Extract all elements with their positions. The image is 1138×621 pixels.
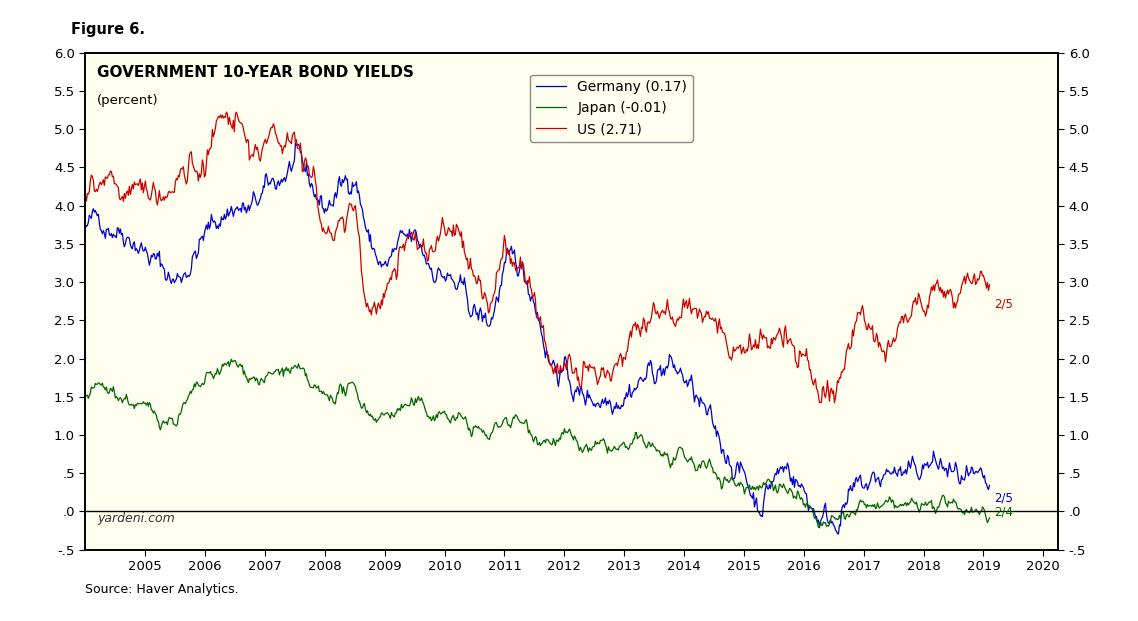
Germany (0.17)	[289, 140, 303, 147]
Japan (-0.01)	[224, 356, 238, 363]
Line: Japan (-0.01): Japan (-0.01)	[85, 360, 989, 527]
US (2.71)	[781, 340, 794, 348]
Germany (0.17)	[436, 273, 450, 280]
US (2.71)	[827, 399, 841, 407]
Legend: Germany (0.17), Japan (-0.01), US (2.71): Germany (0.17), Japan (-0.01), US (2.71)	[530, 75, 693, 142]
Text: 2/5: 2/5	[993, 492, 1013, 505]
Line: Germany (0.17): Germany (0.17)	[85, 143, 989, 534]
Japan (-0.01)	[939, 499, 953, 507]
US (2.71)	[79, 191, 92, 198]
Japan (-0.01)	[781, 489, 794, 497]
Line: US (2.71): US (2.71)	[85, 112, 989, 403]
Germany (0.17)	[574, 384, 587, 392]
Text: yardeni.com: yardeni.com	[97, 512, 175, 525]
Text: Figure 6.: Figure 6.	[71, 22, 145, 37]
Text: 2/4: 2/4	[993, 505, 1013, 519]
Germany (0.17)	[939, 465, 953, 472]
US (2.71)	[632, 323, 645, 330]
Germany (0.17)	[435, 273, 448, 280]
Text: (percent): (percent)	[97, 94, 158, 107]
Japan (-0.01)	[982, 514, 996, 522]
US (2.71)	[939, 294, 953, 302]
US (2.71)	[574, 384, 587, 392]
Germany (0.17)	[832, 530, 846, 538]
Germany (0.17)	[79, 225, 92, 232]
US (2.71)	[982, 281, 996, 289]
US (2.71)	[220, 108, 233, 116]
Japan (-0.01)	[574, 443, 587, 451]
Text: GOVERNMENT 10-YEAR BOND YIELDS: GOVERNMENT 10-YEAR BOND YIELDS	[97, 65, 414, 80]
Japan (-0.01)	[811, 524, 825, 531]
Japan (-0.01)	[632, 433, 645, 441]
Japan (-0.01)	[435, 410, 448, 418]
US (2.71)	[436, 214, 450, 221]
Text: Source: Haver Analytics.: Source: Haver Analytics.	[85, 583, 239, 596]
Text: 2/5: 2/5	[993, 297, 1013, 310]
Germany (0.17)	[781, 460, 794, 467]
Germany (0.17)	[982, 482, 996, 489]
US (2.71)	[435, 222, 448, 230]
Japan (-0.01)	[436, 409, 450, 416]
Japan (-0.01)	[79, 393, 92, 401]
Germany (0.17)	[632, 377, 645, 384]
